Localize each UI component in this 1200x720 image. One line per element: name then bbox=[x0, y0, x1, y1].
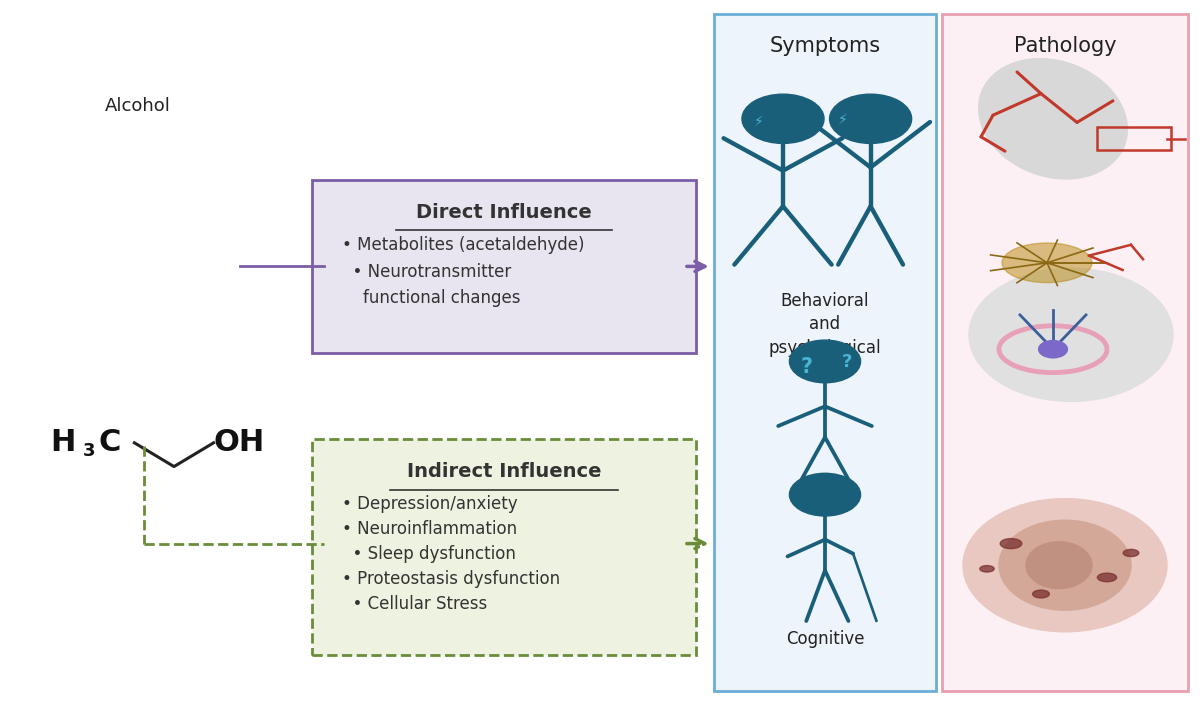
Ellipse shape bbox=[1032, 590, 1050, 598]
Ellipse shape bbox=[1123, 549, 1139, 557]
Circle shape bbox=[790, 340, 860, 383]
Text: ?: ? bbox=[841, 354, 852, 372]
Ellipse shape bbox=[1000, 539, 1021, 549]
Ellipse shape bbox=[970, 269, 1174, 401]
Ellipse shape bbox=[979, 566, 995, 572]
Circle shape bbox=[829, 94, 912, 143]
Circle shape bbox=[1038, 341, 1068, 358]
Ellipse shape bbox=[1098, 573, 1116, 582]
Text: Cognitive: Cognitive bbox=[786, 630, 864, 648]
Text: ⚡: ⚡ bbox=[838, 113, 848, 127]
Text: • Depression/anxiety
• Neuroinflammation
  • Sleep dysfunction
• Proteostasis dy: • Depression/anxiety • Neuroinflammation… bbox=[342, 495, 560, 613]
Ellipse shape bbox=[979, 58, 1127, 179]
Text: Alcohol: Alcohol bbox=[106, 97, 170, 115]
Circle shape bbox=[742, 94, 824, 143]
Text: 3: 3 bbox=[83, 442, 95, 461]
FancyBboxPatch shape bbox=[942, 14, 1188, 691]
Ellipse shape bbox=[1026, 541, 1092, 589]
Text: Pathology: Pathology bbox=[1014, 36, 1116, 56]
Text: OH: OH bbox=[214, 428, 265, 457]
FancyBboxPatch shape bbox=[312, 439, 696, 655]
Text: • Metabolites (acetaldehyde)
  • Neurotransmitter
    functional changes: • Metabolites (acetaldehyde) • Neurotran… bbox=[342, 236, 584, 307]
Text: C: C bbox=[98, 428, 121, 457]
Circle shape bbox=[790, 473, 860, 516]
Text: Symptoms: Symptoms bbox=[769, 36, 881, 56]
Text: H: H bbox=[50, 428, 76, 457]
Text: Behavioral
and
psychological: Behavioral and psychological bbox=[769, 292, 881, 357]
Text: Direct Influence: Direct Influence bbox=[416, 203, 592, 222]
FancyBboxPatch shape bbox=[714, 14, 936, 691]
FancyBboxPatch shape bbox=[312, 180, 696, 353]
Text: Indirect Influence: Indirect Influence bbox=[407, 462, 601, 481]
Text: ?: ? bbox=[802, 357, 814, 377]
Ellipse shape bbox=[998, 520, 1132, 611]
Ellipse shape bbox=[1002, 243, 1092, 283]
Text: ⚡: ⚡ bbox=[754, 115, 764, 129]
Ellipse shape bbox=[964, 498, 1166, 632]
